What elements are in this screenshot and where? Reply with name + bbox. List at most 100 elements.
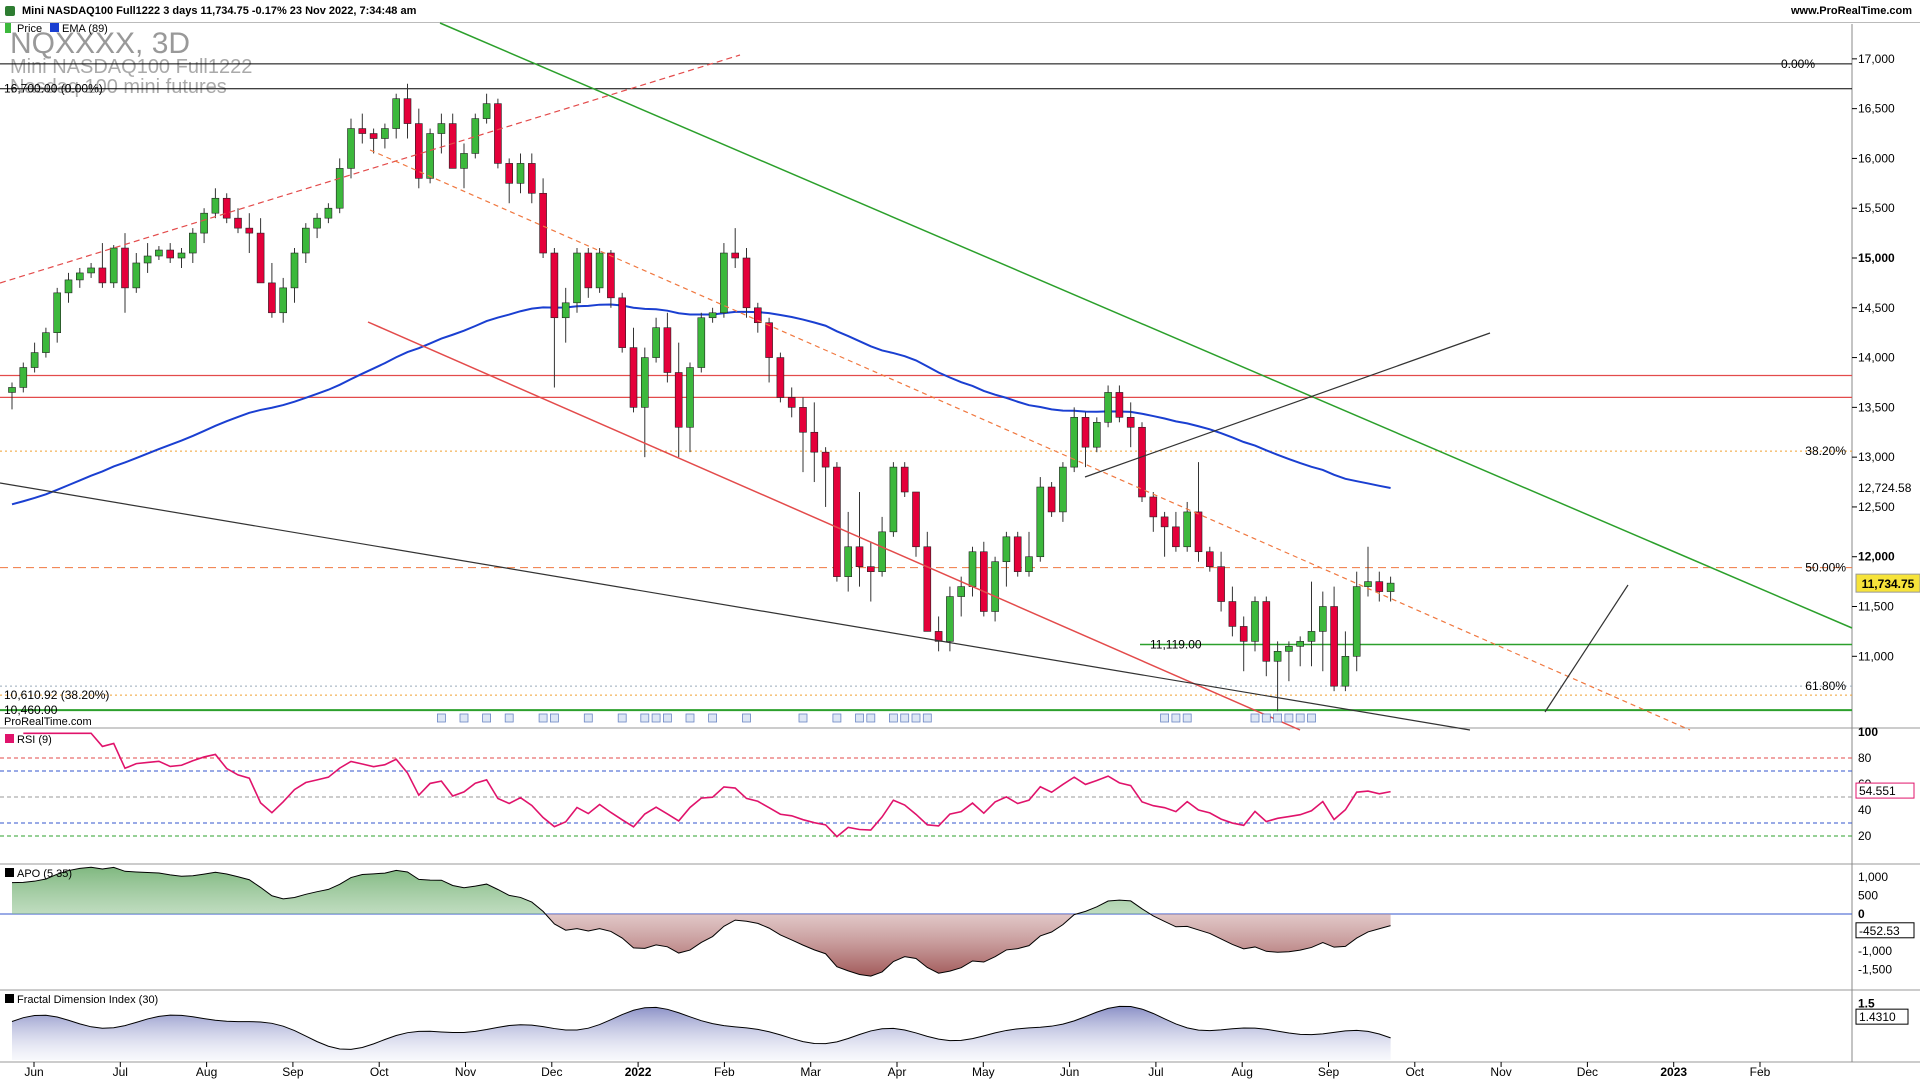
candle-body[interactable] [268,282,276,314]
candle-body[interactable] [426,133,434,179]
event-marker-icon[interactable] [459,713,469,723]
candle-body[interactable] [1115,392,1124,418]
candle-body[interactable] [1172,526,1180,548]
fdi-legend[interactable]: Fractal Dimension Index (30) [17,994,158,1006]
candle-body[interactable] [279,287,288,314]
event-marker-icon[interactable] [855,713,864,723]
candle-body[interactable] [1194,511,1203,553]
candle-body[interactable] [573,252,581,304]
candle-body[interactable] [471,118,480,154]
candle-body[interactable] [1160,516,1169,528]
candle-body[interactable] [42,332,50,353]
candle-body[interactable] [776,357,785,398]
event-marker-icon[interactable] [1182,713,1192,723]
candle-body[interactable] [720,252,728,314]
event-marker-icon[interactable] [436,713,446,723]
candle-body[interactable] [810,431,819,453]
event-marker-icon[interactable] [504,713,514,723]
candle-body[interactable] [799,407,807,433]
candle-body[interactable] [155,249,163,257]
event-marker-icon[interactable] [482,713,492,723]
candle-body[interactable] [494,103,502,164]
event-marker-icon[interactable] [1284,713,1294,723]
event-marker-icon[interactable] [538,713,548,723]
candle-body[interactable] [787,397,796,408]
candle-body[interactable] [946,596,954,642]
candle-body[interactable] [731,252,740,259]
price-legend[interactable]: Price [17,23,42,35]
candle-body[interactable] [595,252,604,289]
candle-body[interactable] [1093,421,1101,448]
candle-body[interactable] [629,347,638,408]
candle-body[interactable] [1081,417,1090,448]
event-marker-icon[interactable] [1307,713,1316,723]
candle-body[interactable] [686,367,694,428]
candle-body[interactable] [708,312,717,319]
candle-body[interactable] [53,292,62,333]
candle-body[interactable] [968,551,977,587]
candle-body[interactable] [991,561,999,612]
candle-body[interactable] [550,252,559,319]
candle-body[interactable] [584,252,593,289]
candle-body[interactable] [1285,646,1293,652]
candle-body[interactable] [1330,606,1338,687]
candle-body[interactable] [833,466,841,577]
candle-body[interactable] [392,98,401,129]
event-marker-icon[interactable] [1273,713,1282,723]
event-marker-icon[interactable] [742,713,751,723]
candle-body[interactable] [460,153,468,169]
candle-body[interactable] [505,163,514,184]
candle-body[interactable] [87,267,95,274]
candle-body[interactable] [923,546,932,632]
candle-body[interactable] [482,103,491,119]
candle-body[interactable] [256,232,265,284]
candle-body[interactable] [561,302,570,319]
candle-body[interactable] [200,212,208,234]
candle-body[interactable] [607,252,615,299]
candle-body[interactable] [234,217,242,229]
candle-body[interactable] [1217,566,1225,602]
candle-body[interactable] [934,631,943,642]
candle-body[interactable] [1228,601,1237,627]
event-marker-icon[interactable] [798,713,808,723]
candle-body[interactable] [1070,417,1078,468]
candle-body[interactable] [347,128,355,169]
event-marker-icon[interactable] [889,713,898,723]
candle-body[interactable] [1206,551,1214,567]
candle-body[interactable] [1036,486,1045,558]
candle-body[interactable] [1364,581,1372,587]
candle-body[interactable] [527,163,536,194]
candle-body[interactable] [1149,496,1158,518]
candle-body[interactable] [957,586,966,597]
candle-body[interactable] [437,123,446,134]
candle-body[interactable] [189,232,197,254]
candle-body[interactable] [1375,581,1384,592]
candle-body[interactable] [76,272,84,281]
candle-body[interactable] [979,551,988,612]
event-marker-icon[interactable] [1171,713,1181,723]
candle-body[interactable] [290,252,299,289]
candle-body[interactable] [414,123,423,179]
candle-body[interactable] [381,128,389,139]
event-marker-icon[interactable] [617,713,627,723]
event-marker-icon[interactable] [1160,713,1169,723]
candle-body[interactable] [900,466,909,493]
candle-body[interactable] [640,357,649,408]
candle-body[interactable] [222,197,231,219]
event-marker-icon[interactable] [832,713,842,723]
candle-body[interactable] [618,297,627,348]
candle-body[interactable] [1126,417,1135,428]
event-marker-icon[interactable] [922,713,932,723]
candle-body[interactable] [132,262,141,289]
candle-body[interactable] [697,317,706,368]
event-marker-icon[interactable] [550,713,559,723]
event-marker-icon[interactable] [583,713,593,723]
candle-body[interactable] [753,307,762,324]
candle-body[interactable] [19,367,28,388]
event-marker-icon[interactable] [1295,713,1305,723]
candle-body[interactable] [177,252,186,259]
event-marker-icon[interactable] [1250,713,1260,723]
apo-legend[interactable]: APO (5 35) [17,868,72,880]
candle-body[interactable] [1319,606,1327,632]
candle-body[interactable] [8,387,16,393]
